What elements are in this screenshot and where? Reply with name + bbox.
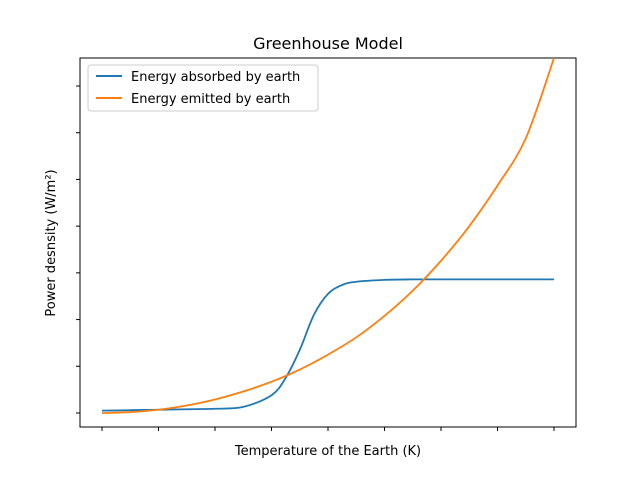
- y-axis-ticks: [76, 85, 80, 414]
- legend: Energy absorbed by earth Energy emitted …: [87, 64, 319, 112]
- series-lines: [101, 57, 555, 414]
- legend-label-emitted: Energy emitted by earth: [131, 92, 290, 107]
- legend-box: [87, 64, 319, 112]
- series-line-absorbed: [101, 278, 554, 412]
- y-axis-label: Power desnsity (W/m²): [44, 169, 59, 316]
- series-line-emitted: [101, 57, 555, 414]
- x-axis-ticks: [101, 427, 555, 431]
- x-axis-label: Temperature of the Earth (K): [234, 444, 421, 459]
- chart-title: Greenhouse Model: [253, 34, 403, 53]
- legend-label-absorbed: Energy absorbed by earth: [131, 70, 300, 85]
